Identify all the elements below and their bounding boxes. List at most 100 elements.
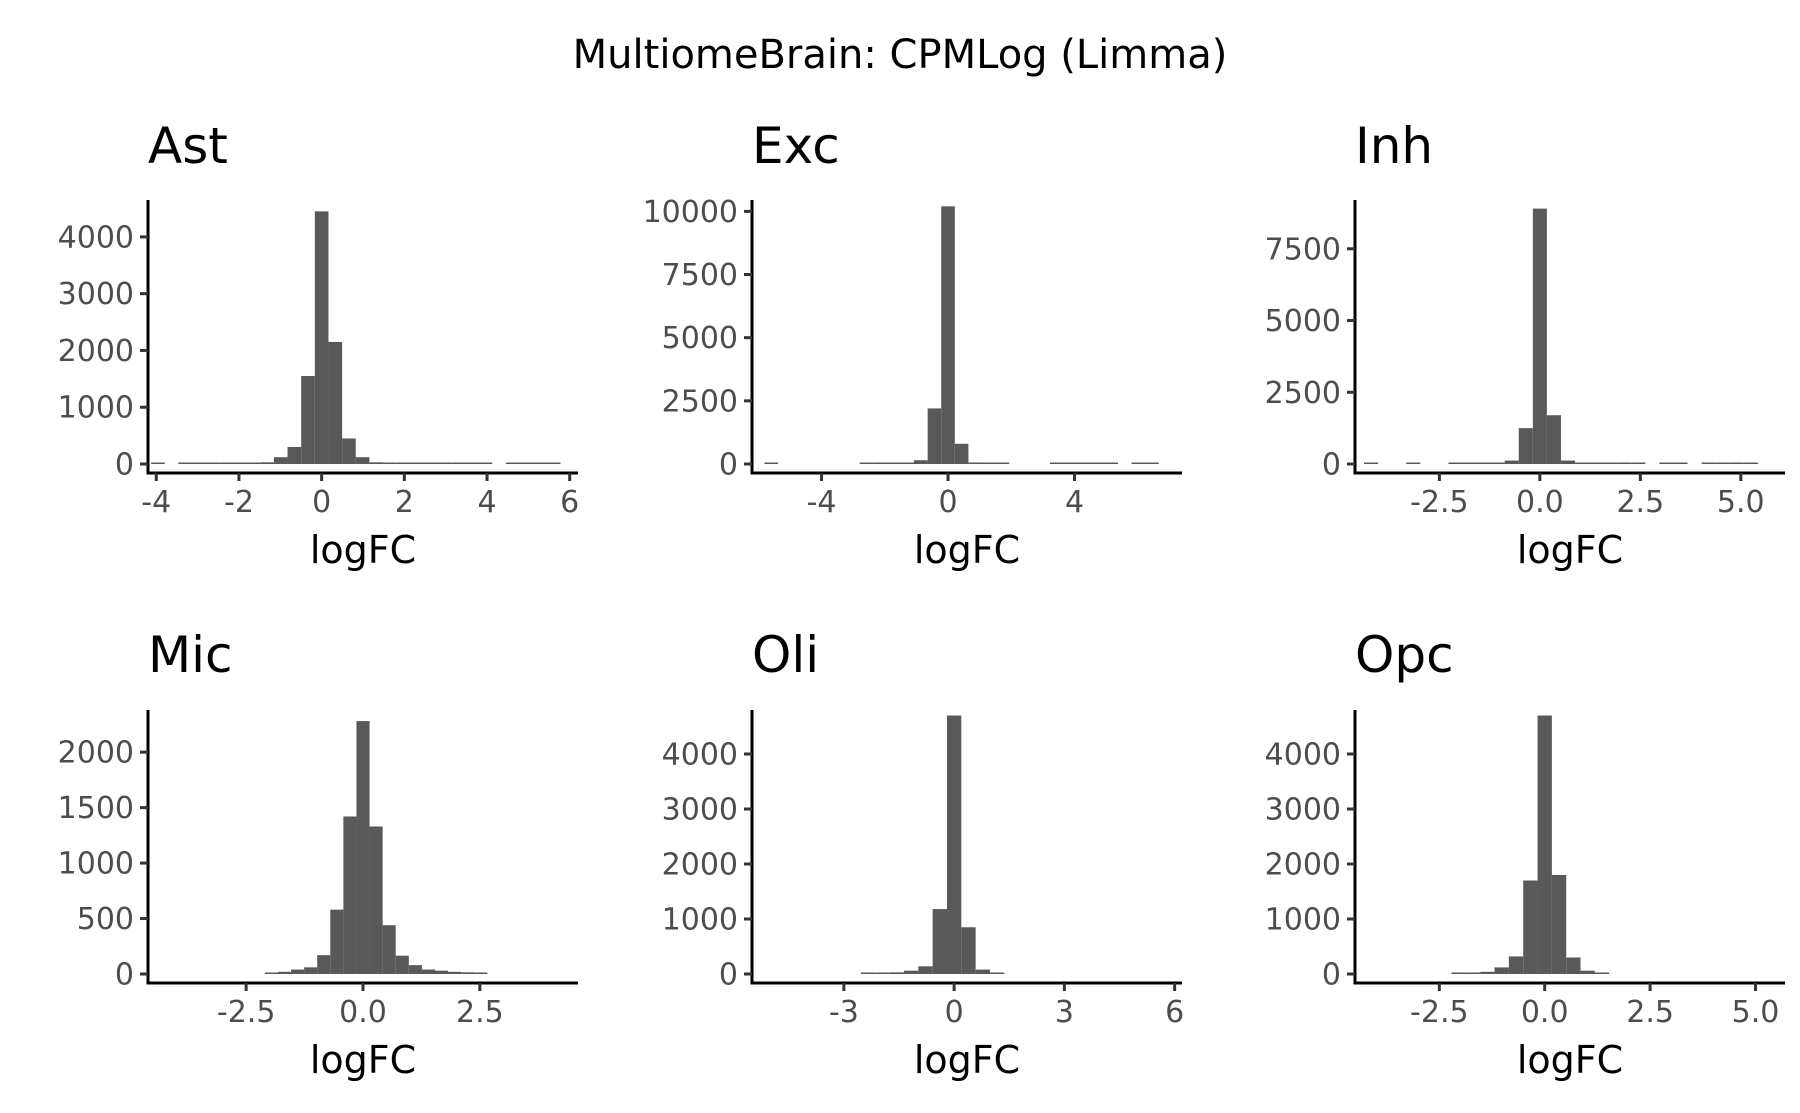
- y-tick-label: 2000: [662, 848, 738, 883]
- histogram-bar: [287, 446, 302, 464]
- histogram-bar: [330, 909, 344, 974]
- histogram-bar: [546, 462, 561, 464]
- x-tick-label: 6: [1165, 995, 1184, 1030]
- x-tick-label: 0: [938, 485, 957, 520]
- x-tick-label: 5.0: [1717, 485, 1765, 520]
- histogram-bar: [889, 972, 904, 974]
- panel-title: Oli: [752, 626, 819, 684]
- panel-oli: Oli 0 1000 2000 3000 4000 -3 0 3 6 logFC: [662, 626, 1185, 1082]
- histogram-bar: [914, 460, 928, 464]
- histogram-bar: [291, 969, 305, 974]
- y-tick-label: 2500: [662, 384, 738, 419]
- x-tick-label: -3: [829, 995, 859, 1030]
- histogram-bar: [505, 462, 520, 464]
- histogram-bar: [968, 462, 983, 464]
- histogram-bar: [1673, 462, 1688, 464]
- histogram-bar: [395, 955, 409, 974]
- y-tick-label: 2500: [1265, 376, 1341, 411]
- histogram-bar: [1566, 957, 1581, 974]
- histogram-bar: [464, 462, 479, 464]
- histogram-bar: [264, 972, 278, 974]
- histogram-bar: [875, 972, 890, 974]
- x-tick-label: -4: [141, 485, 171, 520]
- y-tick-label: 1000: [58, 391, 134, 426]
- histogram-bar: [1594, 972, 1610, 974]
- histogram-bar: [192, 462, 206, 464]
- histogram-bar: [301, 376, 315, 464]
- histogram-bar: [151, 462, 165, 464]
- histogram-bar: [946, 715, 962, 974]
- x-tick-label: -2: [224, 485, 254, 520]
- histogram-bar: [1659, 462, 1674, 464]
- y-tick-label: 3000: [1265, 793, 1341, 828]
- y-tick-label: 2000: [1265, 848, 1341, 883]
- histogram-bar: [1104, 462, 1118, 464]
- figure-title: MultiomeBrain: CPMLog (Limma): [573, 32, 1228, 78]
- x-tick-label: 5.0: [1732, 995, 1780, 1030]
- histogram-bar: [989, 972, 1005, 974]
- y-tick-label: 1000: [662, 903, 738, 938]
- histogram-bar: [1508, 956, 1524, 974]
- histogram-bar: [1448, 462, 1463, 464]
- panel-title: Ast: [148, 117, 228, 175]
- histogram-bar: [954, 443, 969, 464]
- panel-ast: Ast 0 1000 2000 3000 4000 -4 -2 0 2 4 6 logFC: [58, 117, 580, 572]
- histogram-bar: [232, 462, 247, 464]
- histogram-bar: [975, 969, 990, 974]
- histogram-bar: [859, 462, 874, 464]
- y-tick-label: 1500: [58, 791, 134, 826]
- histogram-bar: [1131, 462, 1146, 464]
- y-tick-label: 1000: [58, 847, 134, 882]
- histogram-bar: [328, 341, 343, 464]
- panel-title: Exc: [752, 117, 840, 175]
- histogram-bar: [1050, 462, 1064, 464]
- histogram-bar: [369, 462, 384, 464]
- y-tick-label: 4000: [58, 220, 134, 255]
- x-tick-label: -4: [807, 485, 837, 520]
- histogram-bar: [1560, 460, 1576, 464]
- histogram-bar: [1364, 462, 1379, 464]
- y-tick-label: 3000: [58, 277, 134, 312]
- y-tick-label: 0: [719, 448, 738, 483]
- panel-title: Mic: [148, 626, 233, 684]
- histogram-bar: [1451, 972, 1466, 974]
- x-tick-label: 0.0: [1521, 995, 1569, 1030]
- panel-title: Opc: [1355, 626, 1454, 684]
- panel-opc: Opc 0 1000 2000 3000 4000 -2.5 0.0 2.5 5.0 logFC: [1265, 626, 1785, 1082]
- histogram-bar: [1617, 462, 1632, 464]
- histogram-bar: [519, 462, 534, 464]
- histogram-bar: [277, 971, 292, 974]
- histogram-bar: [205, 462, 220, 464]
- panel-exc: Exc 0 2500 5000 7500 10000 -4 0 4 logFC: [643, 117, 1182, 572]
- histogram-bar: [903, 970, 919, 974]
- histogram-bar: [918, 966, 933, 974]
- y-tick-label: 0: [719, 958, 738, 993]
- y-tick-label: 5000: [1265, 304, 1341, 339]
- histogram-bar: [219, 462, 233, 464]
- histogram-bar: [1523, 880, 1538, 974]
- x-axis-label: logFC: [1517, 1038, 1623, 1082]
- y-tick-label: 0: [1322, 958, 1341, 993]
- y-tick-label: 0: [115, 448, 134, 483]
- histogram-bar: [1729, 462, 1744, 464]
- histogram-bar: [1631, 462, 1646, 464]
- histogram-bar: [1494, 967, 1509, 974]
- x-axis-label: logFC: [914, 1038, 1020, 1082]
- histogram-bar: [1465, 972, 1481, 974]
- histogram-bar: [1532, 208, 1547, 464]
- histogram-bar: [1743, 462, 1758, 464]
- histogram-bar: [448, 971, 462, 974]
- histogram-bar: [1551, 875, 1567, 974]
- x-tick-label: 0.0: [339, 995, 387, 1030]
- histogram-bar: [355, 457, 370, 464]
- histogram-bar: [764, 462, 779, 464]
- histogram-bar: [423, 462, 438, 464]
- x-tick-label: -2.5: [1410, 995, 1469, 1030]
- histogram-bar: [932, 909, 947, 974]
- histogram-bar: [478, 462, 493, 464]
- x-tick-label: 0: [312, 485, 331, 520]
- x-axis-label: logFC: [1517, 528, 1623, 572]
- histogram-bar: [1077, 462, 1091, 464]
